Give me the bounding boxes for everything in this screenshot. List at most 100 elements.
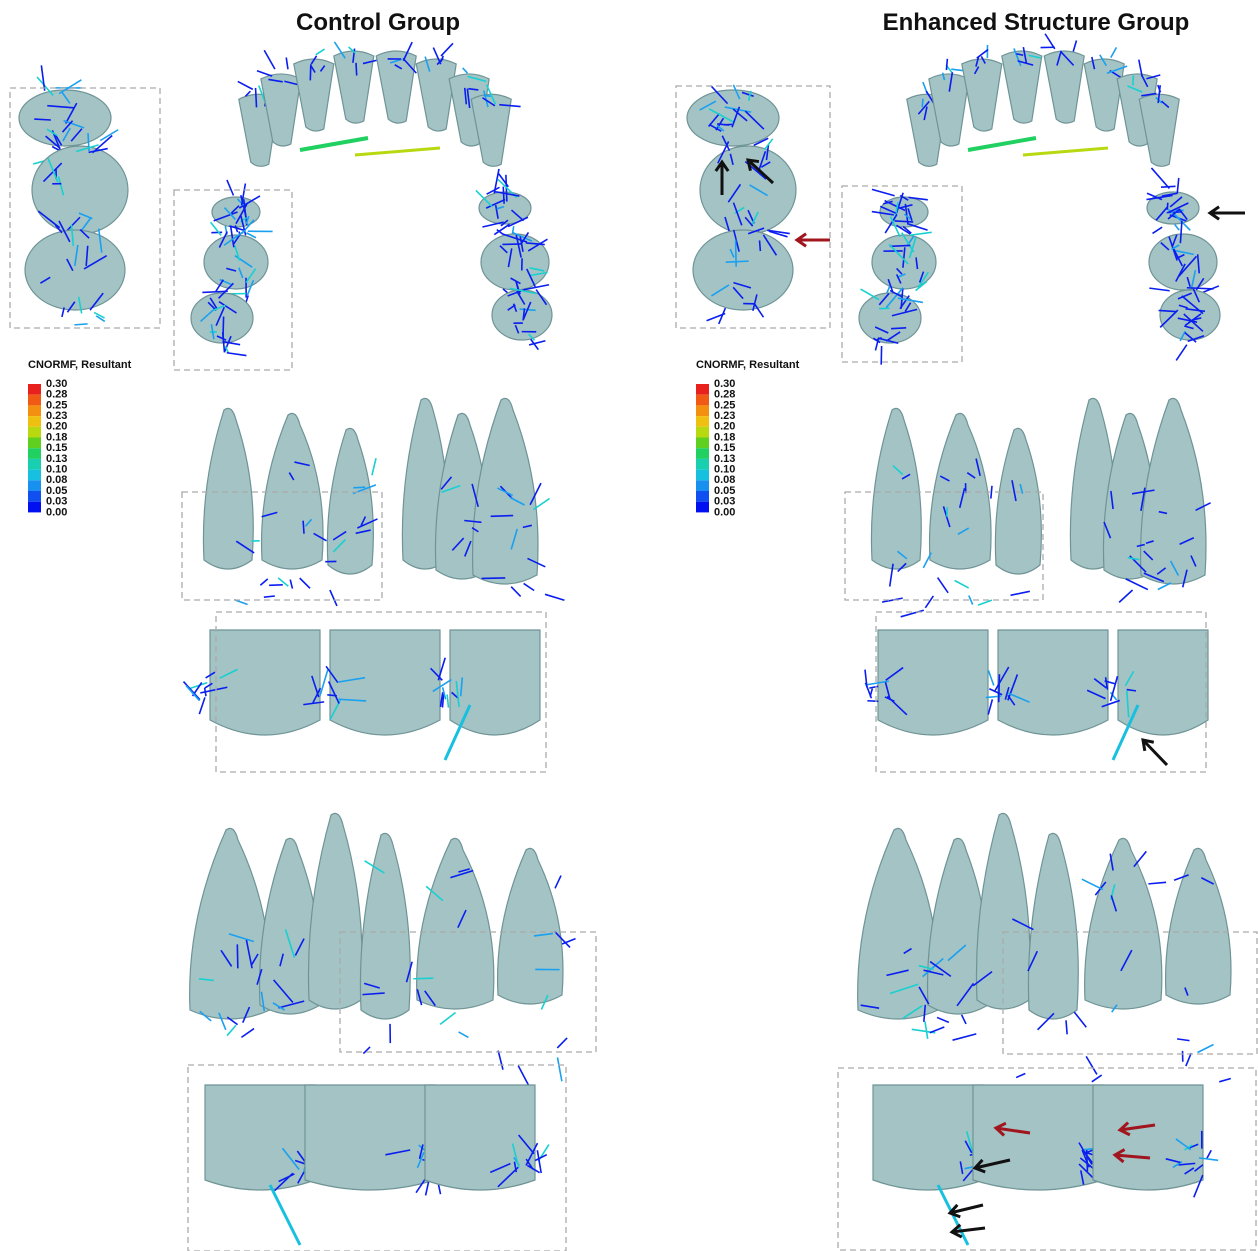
force-vector xyxy=(320,670,328,696)
force-vector xyxy=(199,697,205,714)
legend-swatch xyxy=(28,416,41,427)
force-vector xyxy=(861,289,879,300)
force-vector xyxy=(545,594,564,600)
force-vector xyxy=(1086,1056,1097,1074)
force-vector xyxy=(1176,345,1187,361)
force-vector xyxy=(441,43,453,56)
force-vector xyxy=(909,224,928,230)
legend-tick: 0.00 xyxy=(714,506,735,518)
force-vector xyxy=(238,81,253,89)
force-vector xyxy=(300,138,368,150)
force-vector xyxy=(1016,1074,1025,1078)
legend-swatch xyxy=(696,459,709,470)
force-vector xyxy=(1073,41,1076,52)
force-vector xyxy=(241,1029,254,1038)
panel-title: Control Group xyxy=(296,9,460,36)
tooth xyxy=(481,234,549,290)
tooth xyxy=(871,408,921,569)
force-vector xyxy=(978,600,992,605)
force-vector xyxy=(1151,168,1169,189)
legend-swatch xyxy=(28,480,41,491)
tooth xyxy=(1085,838,1162,1009)
force-vector xyxy=(872,189,895,195)
legend-swatch xyxy=(28,459,41,470)
tooth xyxy=(205,1085,315,1190)
legend-swatch xyxy=(28,470,41,481)
force-vector xyxy=(524,583,535,590)
force-vector xyxy=(946,59,947,70)
force-vector xyxy=(937,1017,949,1022)
force-vector xyxy=(264,596,275,597)
arrow xyxy=(1143,740,1167,765)
legend-swatch xyxy=(696,480,709,491)
force-vector xyxy=(330,590,337,606)
force-vector xyxy=(891,328,906,329)
legend-swatch xyxy=(696,427,709,438)
force-vector xyxy=(555,876,561,889)
tooth xyxy=(305,1085,435,1190)
legend-swatch xyxy=(696,491,709,502)
force-vector xyxy=(1167,203,1168,210)
force-vector xyxy=(482,578,506,579)
legend-title: CNORMF, Resultant xyxy=(28,359,132,371)
force-vector xyxy=(901,610,924,617)
legend-swatch xyxy=(696,448,709,459)
force-vector xyxy=(463,68,468,73)
force-vector xyxy=(726,261,749,262)
force-vector xyxy=(227,353,247,356)
legend-swatch xyxy=(28,448,41,459)
force-vector xyxy=(355,148,440,155)
force-vector xyxy=(498,1051,503,1070)
arrow xyxy=(952,1225,985,1237)
force-vector xyxy=(459,1032,469,1037)
tooth xyxy=(492,290,552,340)
tooth xyxy=(330,630,440,735)
force-vector xyxy=(1082,879,1103,889)
force-vector xyxy=(895,221,914,222)
tooth xyxy=(417,838,494,1009)
force-vector xyxy=(1066,1020,1067,1034)
force-vector xyxy=(1133,75,1134,85)
tooth xyxy=(1166,848,1231,1004)
tooth xyxy=(1149,234,1217,290)
force-vector xyxy=(257,71,272,76)
force-vector xyxy=(41,65,44,90)
tooth xyxy=(1028,833,1078,1019)
tooth xyxy=(687,90,779,146)
force-vector xyxy=(962,1015,966,1024)
tooth xyxy=(873,1085,983,1190)
force-vector xyxy=(518,1066,528,1086)
force-vector xyxy=(988,699,992,714)
force-vector xyxy=(1207,1150,1211,1158)
tooth xyxy=(1160,290,1220,340)
force-vector xyxy=(969,596,973,605)
force-vector xyxy=(260,579,267,585)
force-vector xyxy=(227,1025,236,1035)
tooth xyxy=(308,813,362,1009)
force-vector xyxy=(270,1185,300,1245)
force-vector xyxy=(303,521,304,534)
force-vector xyxy=(925,1021,928,1038)
force-vector xyxy=(930,1027,945,1033)
legend-swatch xyxy=(696,438,709,449)
force-vector xyxy=(988,670,993,685)
force-vector xyxy=(300,578,310,588)
force-vector xyxy=(440,1013,455,1025)
arrow xyxy=(950,1205,983,1217)
tooth xyxy=(191,293,253,343)
arrow xyxy=(1210,207,1245,219)
panel: CNORMF, Resultant0.300.280.250.230.200.1… xyxy=(687,34,1231,1245)
tooth xyxy=(262,413,324,569)
tooth xyxy=(416,59,456,131)
force-vector xyxy=(736,240,737,267)
force-vector xyxy=(1126,579,1148,590)
force-vector xyxy=(1011,591,1030,595)
tooth xyxy=(962,59,1002,131)
legend-swatch xyxy=(28,427,41,438)
tooth xyxy=(25,230,125,310)
force-vector xyxy=(447,694,448,707)
force-vector xyxy=(310,64,311,80)
figure: Control Group Enhanced Structure Group C… xyxy=(0,0,1258,1251)
legend-swatch xyxy=(28,405,41,416)
force-vector xyxy=(938,578,949,593)
